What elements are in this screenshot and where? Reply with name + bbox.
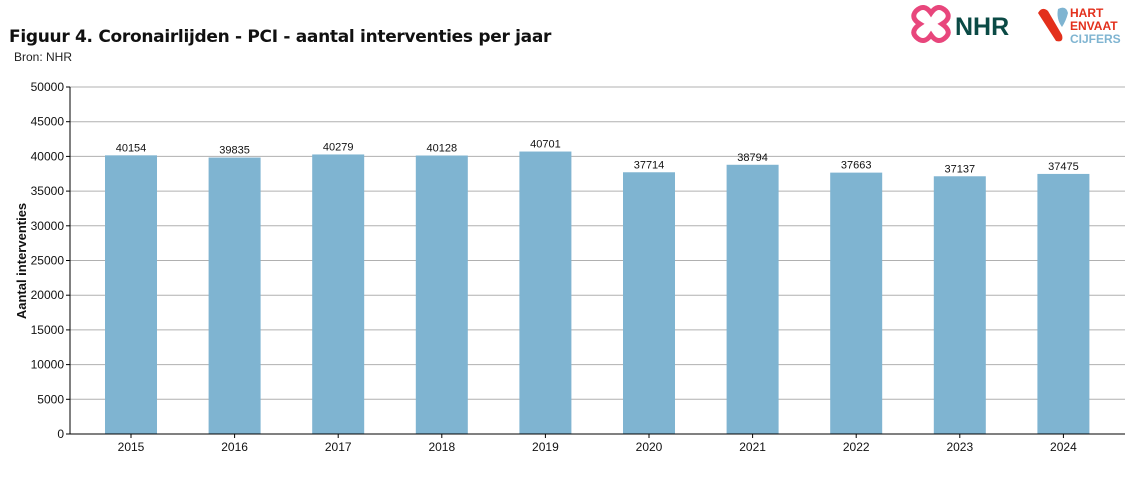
bar bbox=[830, 172, 883, 434]
bar bbox=[415, 155, 468, 435]
y-tick-label: 45000 bbox=[31, 115, 65, 129]
data-label: 38794 bbox=[737, 152, 768, 164]
data-label: 37137 bbox=[945, 163, 976, 175]
bar bbox=[623, 172, 675, 435]
logo-line3: CIJFERS bbox=[1070, 32, 1121, 45]
logos: NHR HART ENVAAT CIJFERS bbox=[911, 5, 1121, 45]
y-tick-label: 40000 bbox=[31, 149, 65, 163]
logo-line1: HART bbox=[1070, 6, 1104, 20]
y-tick-label: 30000 bbox=[31, 219, 65, 233]
bar bbox=[933, 176, 986, 434]
bar bbox=[208, 157, 261, 434]
x-tick-label: 2020 bbox=[636, 440, 663, 454]
data-label: 40154 bbox=[116, 142, 147, 154]
data-label: 40701 bbox=[530, 139, 561, 151]
y-tick-label: 50000 bbox=[31, 80, 65, 94]
x-tick-label: 2018 bbox=[428, 440, 455, 454]
x-tick-label: 2024 bbox=[1050, 440, 1077, 454]
y-tick-label: 15000 bbox=[31, 323, 65, 337]
y-tick-label: 20000 bbox=[31, 288, 65, 302]
data-label: 37663 bbox=[841, 160, 872, 172]
x-tick-label: 2015 bbox=[118, 440, 145, 454]
hart-en-vaat-cijfers-logo-icon: HART ENVAAT CIJFERS bbox=[1038, 6, 1121, 45]
data-label: 37714 bbox=[634, 159, 665, 171]
bar bbox=[519, 151, 572, 434]
data-label: 39835 bbox=[219, 145, 250, 157]
bar bbox=[1037, 173, 1090, 434]
y-tick-label: 10000 bbox=[31, 358, 65, 372]
nhr-logo-text: NHR bbox=[955, 13, 1009, 41]
bar bbox=[312, 154, 365, 434]
bar bbox=[105, 155, 157, 434]
data-label: 40128 bbox=[427, 143, 458, 155]
y-tick-label: 0 bbox=[57, 427, 64, 441]
x-tick-label: 2017 bbox=[325, 440, 352, 454]
x-tick-label: 2022 bbox=[843, 440, 870, 454]
x-tick-label: 2019 bbox=[532, 440, 559, 454]
x-tick-label: 2021 bbox=[739, 440, 766, 454]
x-tick-label: 2016 bbox=[221, 440, 248, 454]
x-tick-label: 2023 bbox=[946, 440, 973, 454]
data-label: 40279 bbox=[323, 141, 354, 153]
chart-source: Bron: NHR bbox=[14, 50, 73, 64]
y-tick-label: 35000 bbox=[31, 184, 65, 198]
nhr-logo-icon: NHR bbox=[911, 5, 1009, 43]
logo-line2: ENVAAT bbox=[1070, 19, 1118, 33]
chart-title: Figuur 4. Coronairlijden - PCI - aantal … bbox=[9, 27, 552, 47]
y-axis-label: Aantal interventies bbox=[14, 203, 29, 319]
bar bbox=[726, 164, 779, 434]
y-tick-label: 25000 bbox=[31, 254, 65, 268]
data-label: 37475 bbox=[1048, 161, 1079, 173]
y-tick-label: 5000 bbox=[37, 392, 64, 406]
